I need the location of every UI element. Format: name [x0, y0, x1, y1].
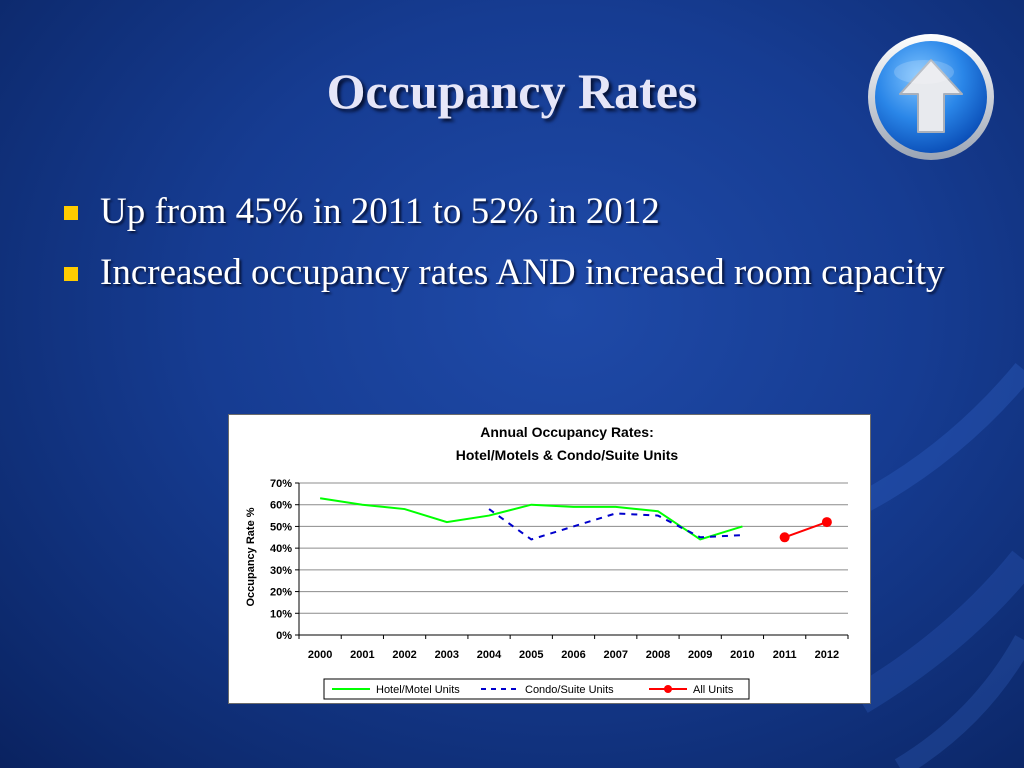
series-line: [784, 521, 828, 539]
axes: 0% 10% 20% 30% 40% 50% 60% 70% 2000 2001 2002 2003 2…: [270, 478, 849, 661]
x-tick-label: 2008: [646, 649, 670, 661]
bullet-item: Increased occupancy rates AND increased …: [62, 251, 982, 295]
y-tick-label: 10%: [270, 608, 292, 620]
gridlines: [299, 482, 848, 614]
bullet-marker: [64, 206, 78, 220]
chart-subtitle: Hotel/Motels & Condo/Suite Units: [456, 447, 679, 463]
bullet-text: Increased occupancy rates AND increased …: [100, 252, 945, 293]
legend-label: All Units: [693, 684, 734, 696]
x-tick-label: 2001: [350, 649, 374, 661]
y-tick-label: 60%: [270, 500, 292, 512]
y-tick-label: 50%: [270, 521, 292, 533]
chart-legend: Hotel/Motel Units Condo/Suite Units All Un…: [323, 678, 750, 700]
bullet-marker: [64, 267, 78, 281]
y-tick-label: 30%: [270, 565, 292, 577]
x-tick-label: 2009: [688, 649, 712, 661]
legend-label: Hotel/Motel Units: [376, 684, 460, 696]
chart-canvas: Annual Occupancy Rates: Hotel/Motels & C…: [245, 424, 849, 700]
slide-title: Occupancy Rates: [326, 63, 698, 119]
x-tick-label: 2006: [561, 649, 585, 661]
legend-box: [323, 678, 750, 700]
y-tick-label: 70%: [270, 478, 292, 490]
data-point: [821, 517, 832, 528]
series-lines: [319, 497, 832, 543]
y-tick-label: 0%: [276, 630, 292, 642]
x-tick-label: 2012: [815, 649, 839, 661]
x-tick-label: 2002: [392, 649, 416, 661]
x-tick-label: 2010: [730, 649, 754, 661]
data-point: [779, 532, 790, 543]
up-arrow-icon[interactable]: [866, 32, 996, 162]
x-tick-label: 2003: [435, 649, 459, 661]
bullet-item: Up from 45% in 2011 to 52% in 2012: [62, 190, 982, 234]
bullet-text: Up from 45% in 2011 to 52% in 2012: [100, 191, 660, 232]
x-tick-label: 2007: [603, 649, 627, 661]
y-tick-label: 40%: [270, 543, 292, 555]
y-axis-label: Occupancy Rate %: [245, 507, 257, 606]
x-tick-label: 2004: [477, 649, 502, 661]
x-tick-label: 2011: [773, 649, 797, 661]
series-line: [488, 508, 743, 541]
legend-marker: [664, 685, 672, 693]
y-tick-label: 20%: [270, 587, 292, 599]
occupancy-chart: Annual Occupancy Rates: Hotel/Motels & C…: [228, 414, 871, 704]
chart-title: Annual Occupancy Rates:: [480, 424, 654, 440]
legend-label: Condo/Suite Units: [525, 684, 614, 696]
bullet-list: Up from 45% in 2011 to 52% in 2012 Incre…: [62, 190, 982, 312]
series-line: [319, 497, 743, 541]
x-tick-label: 2005: [519, 649, 543, 661]
x-tick-label: 2000: [308, 649, 332, 661]
